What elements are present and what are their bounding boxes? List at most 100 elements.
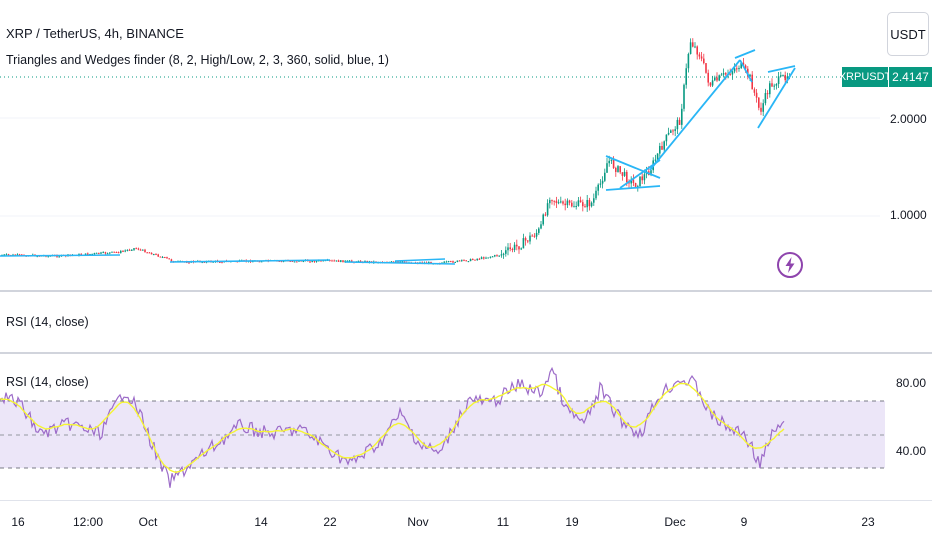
candle-body [168,258,170,260]
candle-body [738,68,740,70]
candle-body [489,256,492,258]
rsi-legend-1[interactable]: RSI (14, close) [6,315,89,329]
candle-body [722,73,725,75]
candle-body [615,168,617,172]
candle-body [619,166,621,173]
candle-body [80,254,82,256]
candle-body [478,258,481,260]
indicator-legend[interactable]: Triangles and Wedges finder (8, 2, High/… [6,53,389,67]
candle-body [529,235,531,242]
candle-body [260,261,263,263]
candle-body [289,260,291,262]
lightning-icon[interactable] [776,251,804,279]
rsi-label-40: 40.00 [896,444,927,458]
candle-body [293,261,296,263]
candle-body [771,83,773,87]
candle-body [527,240,529,242]
candle-body [21,254,23,256]
candle-body [58,256,60,258]
candle-body [397,261,399,263]
candle-body [777,76,780,84]
pattern-line [169,259,331,263]
candle-body [153,254,155,256]
candle-body [575,206,577,208]
candle-body [606,163,608,173]
pane-separator[interactable] [0,352,932,354]
candle-body [681,108,683,125]
candle-body [714,77,716,81]
rsi-pane[interactable]: RSI (14, close) 80.00 40.00 [0,354,932,500]
candle-body [612,159,615,169]
candle-body [650,170,652,175]
candle-body [700,56,703,59]
price-chart-pane[interactable]: XRP / TetherUS, 4h, BINANCE Triangles an… [0,0,932,290]
candle-body [102,252,104,254]
candle-body [93,253,96,255]
candle-body [166,257,168,259]
candle-body [311,260,313,262]
candle-body [395,261,397,263]
candle-body [443,261,445,263]
candle-body [718,75,720,81]
pane-separator[interactable] [0,290,932,292]
candle-body [749,74,751,77]
time-axis[interactable]: 16 12:00 Oct 14 22 Nov 11 19 Dec 9 23 [0,500,932,551]
candle-body [755,92,758,98]
candle-body [428,262,430,264]
candle-body [683,84,685,109]
candle-body [491,256,494,258]
time-label: 16 [11,515,25,529]
candle-body [775,83,778,86]
candle-body [122,251,124,253]
candle-body [692,42,694,47]
candle-body [626,171,628,183]
candle-body [18,254,21,256]
candle-body [676,119,679,130]
candle-body [639,176,641,187]
candle-body [659,146,661,154]
candle-body [139,249,142,251]
candle-body [573,206,575,208]
candle-body [760,107,762,112]
candle-body [252,261,254,263]
candle-body [661,146,663,150]
candle-body [505,250,507,254]
candle-body [452,261,454,263]
candle-body [445,261,448,263]
symbol-tag: XRPUSDT [839,67,891,87]
candle-body [146,252,148,254]
candle-body [731,71,734,75]
candle-body [340,260,342,262]
candle-body [549,200,551,204]
candle-body [696,46,698,55]
candle-body [5,254,8,256]
candle-body [498,255,500,257]
candle-body [623,171,626,176]
candle-body [685,68,687,85]
last-price-tag: 2.4147 [889,67,932,87]
candle-body [7,254,10,256]
rsi-pane-collapsed[interactable]: RSI (14, close) [0,292,932,352]
candle-body [3,254,5,256]
candle-body [359,260,362,263]
time-label: 11 [496,515,510,529]
rsi-label-80: 80.00 [896,376,927,390]
candle-body [494,255,496,257]
candle-body [518,246,520,250]
rsi-chart-canvas[interactable] [0,354,932,500]
candle-body [571,202,573,207]
rsi-legend-2[interactable]: RSI (14, close) [6,375,89,389]
currency-button[interactable]: USDT [887,12,929,56]
price-chart-canvas[interactable] [0,0,932,290]
candle-body [654,159,657,161]
candle-body [667,132,670,135]
candle-body [500,254,503,256]
candle-body [502,253,505,255]
candle-body [740,62,742,69]
symbol-title: XRP / TetherUS, 4h, BINANCE [6,26,184,41]
candle-body [476,258,478,261]
candle-body [588,199,591,207]
candle-body [599,183,602,185]
candle-body [758,97,760,108]
candle-body [542,214,544,225]
